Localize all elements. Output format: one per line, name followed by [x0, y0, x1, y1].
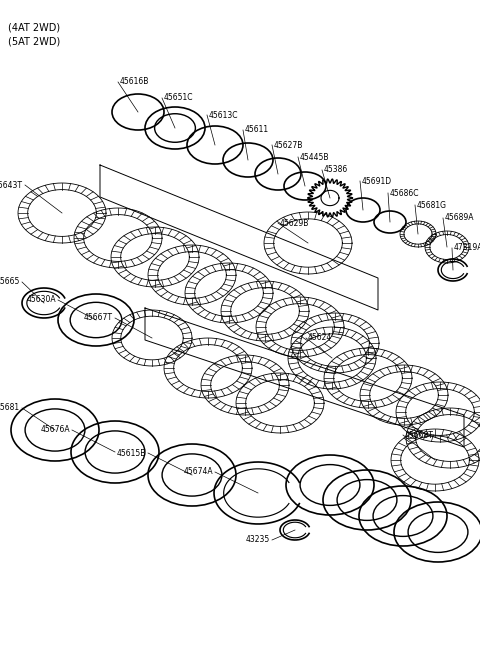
Text: 45643T: 45643T — [0, 180, 23, 190]
Text: 45686C: 45686C — [390, 188, 420, 197]
Text: 45691D: 45691D — [362, 176, 392, 186]
Text: 45668T: 45668T — [405, 430, 434, 440]
Text: 45445B: 45445B — [300, 152, 329, 161]
Text: 45667T: 45667T — [84, 314, 113, 323]
Text: 45613C: 45613C — [209, 110, 239, 119]
Text: 45624: 45624 — [308, 333, 332, 342]
Text: 45629B: 45629B — [280, 218, 310, 228]
Text: 45665: 45665 — [0, 277, 20, 287]
Text: 47319A: 47319A — [454, 243, 480, 253]
Text: 45689A: 45689A — [445, 213, 475, 222]
Text: 45615B: 45615B — [117, 449, 146, 457]
Text: 45681G: 45681G — [417, 201, 447, 209]
Text: 45681: 45681 — [0, 403, 20, 413]
Text: 45611: 45611 — [245, 125, 269, 134]
Text: 45627B: 45627B — [274, 140, 303, 150]
Text: 43235: 43235 — [246, 535, 270, 544]
Text: 45674A: 45674A — [183, 468, 213, 476]
Text: 45651C: 45651C — [164, 94, 193, 102]
Text: 45630A: 45630A — [26, 295, 56, 304]
Text: (4AT 2WD): (4AT 2WD) — [8, 22, 60, 32]
Text: (5AT 2WD): (5AT 2WD) — [8, 36, 60, 46]
Text: 45616B: 45616B — [120, 77, 149, 87]
Text: 45676A: 45676A — [40, 426, 70, 434]
Text: 45386: 45386 — [324, 165, 348, 174]
